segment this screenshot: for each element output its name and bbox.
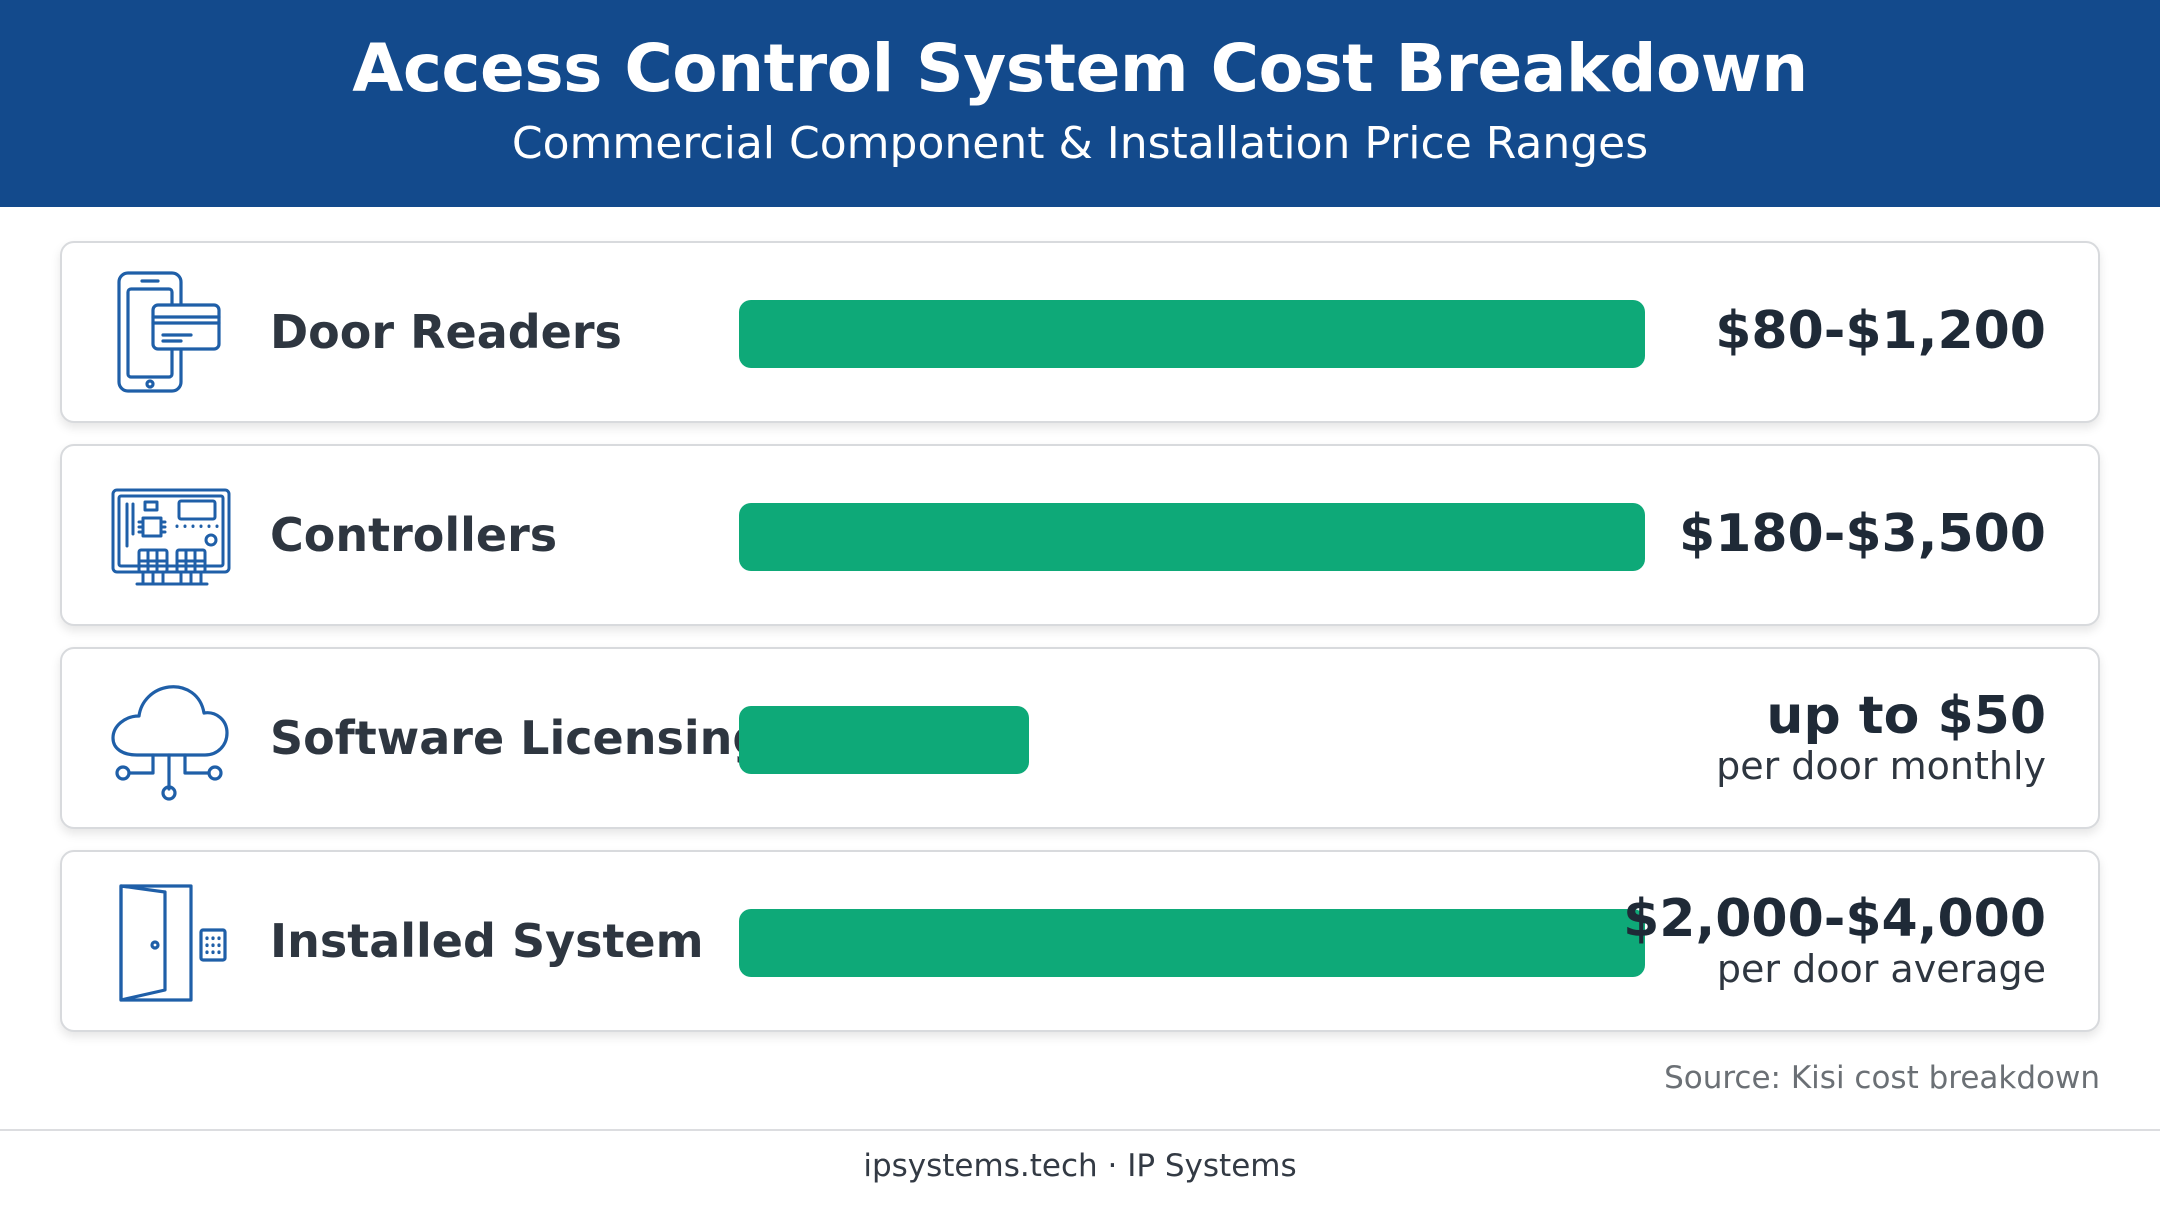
cost-row-software-licensing: Software Licensing up to $50 per door mo… xyxy=(60,647,2100,829)
cost-bar xyxy=(739,300,1645,368)
price-range: $2,000-$4,000 xyxy=(1623,888,2046,949)
price-range: $180-$3,500 xyxy=(1679,504,2046,565)
cost-row-door-readers: Door Readers $80-$1,200 xyxy=(60,241,2100,423)
value-block: up to $50 per door monthly xyxy=(1716,649,2046,827)
cost-bar xyxy=(739,909,1645,977)
source-note: Source: Kisi cost breakdown xyxy=(1664,1060,2100,1096)
footer-divider xyxy=(0,1129,2160,1131)
card-reader-icon xyxy=(117,271,221,393)
row-label: Software Licensing xyxy=(270,711,766,765)
chart-title: Access Control System Cost Breakdown xyxy=(352,30,1808,107)
footer-credit: ipsystems.tech · IP Systems xyxy=(863,1148,1297,1184)
row-label: Door Readers xyxy=(270,305,622,359)
row-label: Installed System xyxy=(270,914,704,968)
header-banner: Access Control System Cost Breakdown Com… xyxy=(0,0,2160,207)
door-keypad-icon xyxy=(119,884,227,1002)
value-block: $2,000-$4,000 per door average xyxy=(1623,852,2046,1030)
cost-bar xyxy=(739,706,1029,774)
price-note: per door average xyxy=(1716,946,2046,991)
cost-row-controllers: Controllers $180-$3,500 xyxy=(60,444,2100,626)
row-label: Controllers xyxy=(270,508,558,562)
cloud-network-icon xyxy=(111,685,229,801)
cost-row-installed-system: Installed System $2,000-$4,000 per door … xyxy=(60,850,2100,1032)
circuit-board-icon xyxy=(111,488,231,586)
price-range: $80-$1,200 xyxy=(1715,301,2046,362)
cost-bar xyxy=(739,503,1645,571)
price-note: per door monthly xyxy=(1716,743,2046,788)
chart-subtitle: Commercial Component & Installation Pric… xyxy=(511,118,1649,169)
value-block: $180-$3,500 xyxy=(1679,446,2046,624)
value-block: $80-$1,200 xyxy=(1715,243,2046,421)
price-range: up to $50 xyxy=(1766,685,2046,746)
